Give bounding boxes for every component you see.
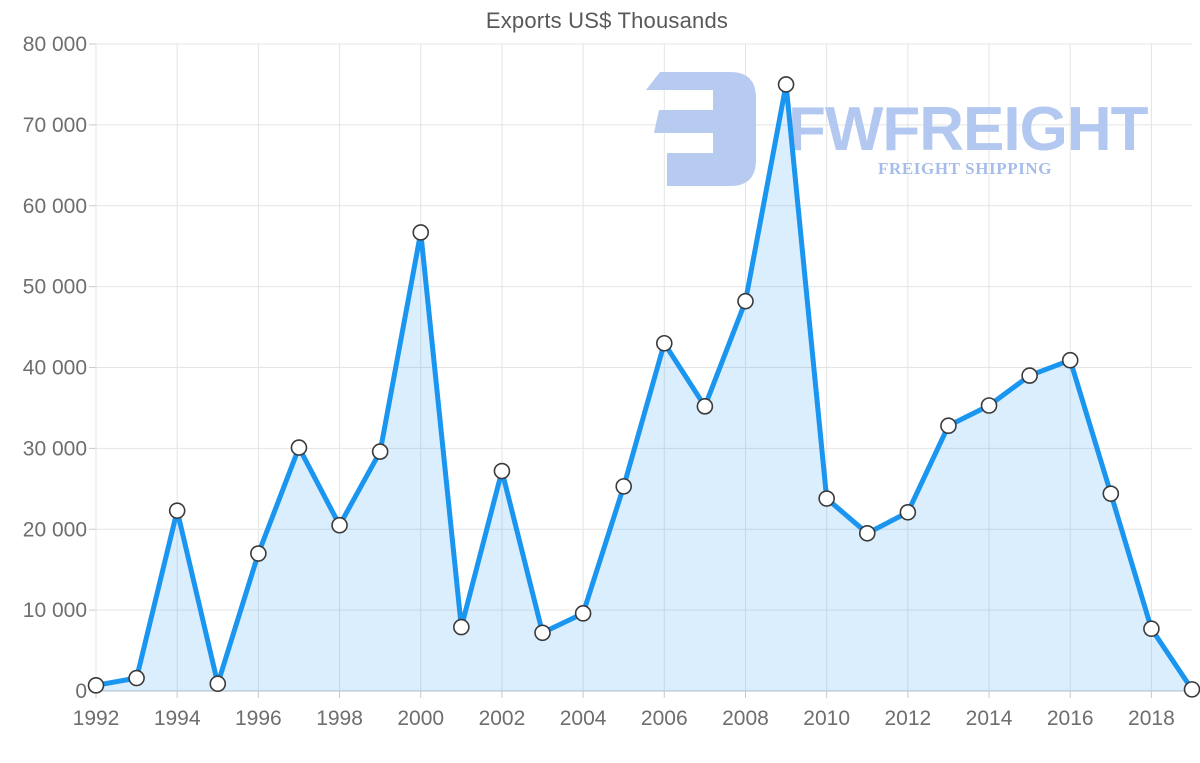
- data-point-2014[interactable]: [980, 397, 998, 414]
- data-point-1995[interactable]: [209, 675, 227, 693]
- area-fill: [96, 84, 1192, 691]
- x-axis-label: 2006: [641, 707, 688, 730]
- watermark-brand: FWFREIGHT: [788, 95, 1149, 164]
- x-axis-label: 1998: [316, 707, 363, 730]
- y-axis-label: 30 000: [23, 437, 87, 460]
- x-axis-label: 2004: [560, 707, 607, 730]
- y-axis-label: 10 000: [23, 599, 87, 622]
- watermark-tagline: FREIGHT SHIPPING: [878, 159, 1052, 178]
- x-axis-label: 2010: [803, 707, 850, 730]
- brand-logo-icon: [646, 72, 756, 186]
- watermark: FWFREIGHT FREIGHT SHIPPING: [646, 72, 1150, 186]
- data-point-1993[interactable]: [128, 669, 145, 687]
- x-axis-label: 1996: [235, 707, 282, 730]
- y-axis-label: 70 000: [23, 114, 87, 137]
- data-point-2010[interactable]: [818, 490, 835, 507]
- x-axis-label: 2000: [397, 707, 444, 730]
- x-axis-label: 1992: [73, 707, 120, 730]
- data-point-2007[interactable]: [696, 398, 714, 415]
- axis-labels: 0 10 000 20 000 30 000 40 000 50 000 60 000 70 …: [23, 33, 1175, 730]
- chart-title: Exports US$ Thousands: [485, 8, 729, 33]
- y-axis-label: 50 000: [23, 276, 87, 299]
- y-axis-label: 80 000: [23, 33, 87, 56]
- data-point-2017[interactable]: [1102, 485, 1120, 502]
- series: [87, 76, 1200, 698]
- data-point-2003[interactable]: [534, 624, 551, 642]
- data-point-1992[interactable]: [87, 677, 105, 694]
- data-point-1996[interactable]: [250, 545, 267, 562]
- data-point-2001[interactable]: [453, 618, 470, 636]
- data-point-2000[interactable]: [412, 224, 430, 241]
- data-point-1998[interactable]: [331, 516, 348, 534]
- y-axis-label: 0: [75, 680, 87, 703]
- gridlines: [89, 43, 1192, 698]
- data-point-2005[interactable]: [615, 478, 633, 495]
- data-point-2002[interactable]: [493, 462, 511, 480]
- y-axis-label: 60 000: [23, 195, 87, 218]
- data-point-1999[interactable]: [371, 443, 389, 460]
- data-point-1994[interactable]: [168, 502, 186, 519]
- series-line: [93, 81, 1195, 692]
- data-point-2013[interactable]: [940, 417, 957, 435]
- data-point-2016[interactable]: [1061, 351, 1079, 369]
- y-axis-label: 20 000: [23, 518, 87, 541]
- data-point-2019[interactable]: [1183, 681, 1200, 698]
- x-axis-label: 2018: [1128, 707, 1175, 730]
- y-axis-label: 40 000: [23, 357, 87, 380]
- data-point-2018[interactable]: [1143, 620, 1160, 638]
- data-point-2008[interactable]: [737, 292, 754, 310]
- x-axis-label: 2016: [1047, 707, 1094, 730]
- data-point-2011[interactable]: [858, 524, 876, 542]
- x-axis-label: 2014: [966, 707, 1013, 730]
- x-axis-label: 2012: [884, 707, 931, 730]
- data-point-1997[interactable]: [290, 439, 308, 456]
- x-axis-label: 2008: [722, 707, 769, 730]
- data-point-2012[interactable]: [899, 503, 917, 521]
- data-point-2015[interactable]: [1021, 367, 1038, 384]
- data-point-2009[interactable]: [777, 76, 795, 93]
- x-axis-label: 2002: [479, 707, 526, 730]
- data-point-2004[interactable]: [574, 605, 592, 622]
- x-axis-label: 1994: [154, 707, 201, 730]
- data-point-2006[interactable]: [655, 334, 673, 352]
